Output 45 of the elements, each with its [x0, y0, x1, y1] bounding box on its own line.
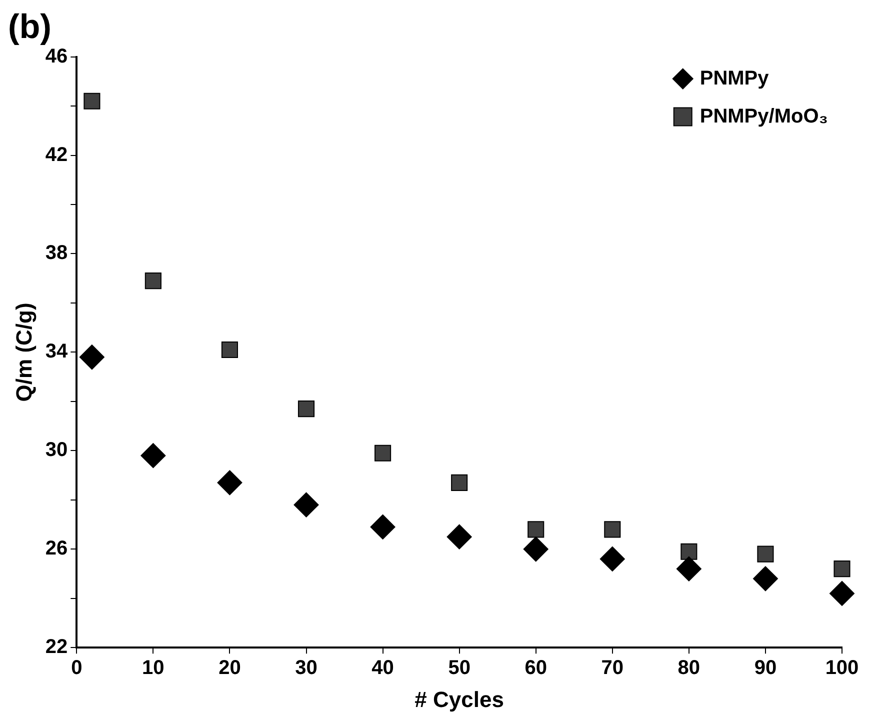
x-axis-title: # Cycles	[414, 686, 504, 712]
y-tick-label: 46	[45, 45, 68, 68]
point	[374, 444, 392, 462]
point	[680, 543, 698, 560]
point	[528, 521, 544, 538]
x-tick-label: 0	[71, 657, 82, 680]
y-tick-label: 22	[45, 636, 68, 658]
point	[294, 492, 319, 518]
point	[523, 536, 548, 562]
y-tick-label: 34	[45, 340, 69, 363]
point	[144, 272, 162, 290]
y-tick-label: 42	[45, 144, 68, 166]
x-tick-label: 100	[825, 657, 859, 680]
x-tick-label: 90	[754, 657, 777, 680]
point	[370, 514, 396, 540]
x-tick-label: 10	[142, 657, 164, 680]
chart-title: (b)	[8, 8, 52, 46]
x-tick-label: 50	[448, 657, 470, 680]
x-tick-label: 60	[524, 657, 547, 680]
x-tick-label: 70	[601, 657, 624, 680]
point	[757, 546, 774, 562]
point	[834, 560, 850, 578]
point	[604, 521, 621, 538]
point	[676, 556, 702, 582]
x-tick-label: 20	[218, 657, 241, 680]
point	[752, 566, 778, 592]
x-tick-label: 40	[372, 657, 394, 680]
point	[446, 524, 472, 550]
x-tick-label: 80	[678, 657, 700, 680]
point	[830, 580, 854, 606]
y-tick-label: 38	[45, 242, 68, 264]
point	[221, 341, 238, 358]
point	[79, 344, 104, 370]
y-tick-label: 30	[45, 439, 68, 462]
legend-label: PNMPy	[700, 67, 770, 90]
point	[140, 443, 166, 468]
point	[217, 470, 242, 496]
point	[298, 400, 315, 418]
point	[84, 92, 100, 110]
x-tick-label: 30	[295, 657, 318, 680]
point	[451, 474, 468, 491]
point	[600, 546, 625, 572]
legend-label: PNMPy/MoO₃	[700, 105, 828, 128]
y-axis-title: Q/m (C/g)	[11, 302, 36, 402]
y-tick-label: 26	[45, 538, 68, 560]
